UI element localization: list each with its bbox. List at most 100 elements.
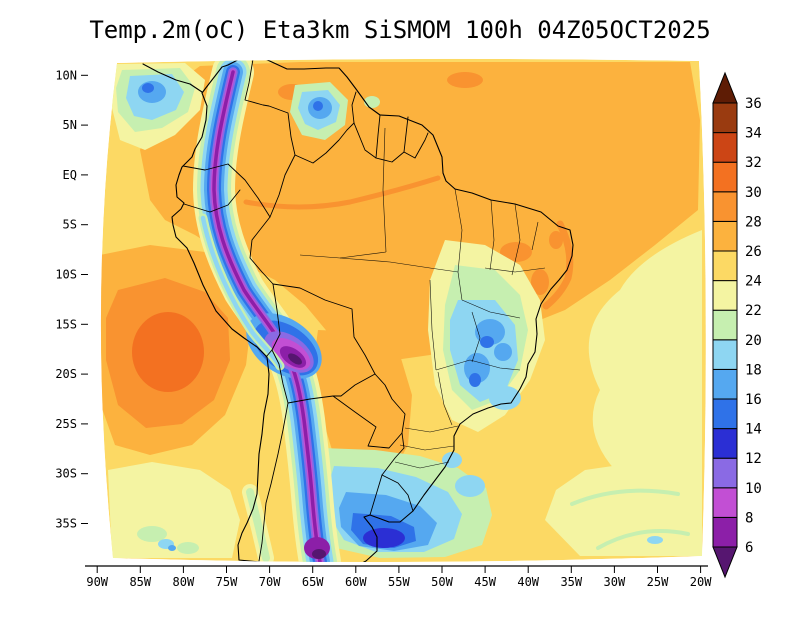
state-borders bbox=[299, 127, 546, 469]
latitude-axis: 10N 5N EQ 5S 10S 15S 20S 25S 30S 35S bbox=[55, 68, 88, 531]
nw-cool-core bbox=[142, 83, 154, 93]
peru-coast-cool-strip bbox=[200, 215, 283, 369]
lon-tick-label: 35W bbox=[560, 575, 582, 589]
colorbar-band bbox=[712, 191, 738, 222]
colorbar-label: 12 bbox=[745, 451, 762, 467]
south-andes-purple-dark bbox=[312, 549, 326, 559]
state-border bbox=[435, 359, 521, 371]
border bbox=[287, 395, 334, 404]
colorbar-band bbox=[712, 487, 738, 518]
state-border bbox=[404, 425, 459, 433]
border bbox=[381, 474, 414, 512]
colorbar-band bbox=[712, 428, 738, 459]
coastlines bbox=[142, 58, 574, 563]
colorbar-band bbox=[712, 398, 738, 430]
se-brazil-cold bbox=[494, 343, 512, 361]
altiplano-core-dark bbox=[288, 353, 302, 365]
colorbar-below-min-arrow bbox=[712, 546, 738, 579]
se-brazil-cool bbox=[489, 386, 521, 410]
green-streak bbox=[596, 529, 690, 550]
chile-valley-cool-strip bbox=[246, 488, 270, 562]
lon-tick-label: 90W bbox=[86, 575, 108, 589]
lat-tick-label: 5N bbox=[63, 118, 77, 132]
colorbar-above-max-arrow bbox=[712, 71, 738, 104]
colorbar-band bbox=[712, 457, 738, 489]
cool-speck bbox=[364, 96, 380, 108]
state-border bbox=[471, 311, 481, 363]
lon-tick-label: 65W bbox=[302, 575, 324, 589]
colorbar-label: 24 bbox=[745, 274, 762, 290]
colorbar-label: 26 bbox=[745, 244, 762, 260]
colorbar-band bbox=[712, 368, 738, 400]
se-brazil-cold-core bbox=[480, 336, 494, 348]
lat-tick-label: 10N bbox=[55, 68, 77, 82]
border bbox=[271, 283, 281, 351]
border bbox=[271, 349, 289, 404]
colorbar-band bbox=[712, 132, 738, 163]
colorbar-label: 6 bbox=[745, 540, 753, 556]
colorbar-label: 20 bbox=[745, 333, 762, 349]
colorbar-band bbox=[712, 161, 738, 193]
border bbox=[244, 58, 296, 156]
colorbar-label: 8 bbox=[745, 510, 753, 526]
state-border bbox=[339, 257, 459, 273]
hot-spot bbox=[500, 242, 532, 262]
colorbar-label: 36 bbox=[745, 96, 762, 112]
colorbar-label: 10 bbox=[745, 481, 762, 497]
state-border bbox=[394, 461, 450, 469]
lon-tick-label: 70W bbox=[259, 575, 281, 589]
country-borders bbox=[182, 58, 429, 562]
panama-coastline bbox=[142, 63, 203, 93]
colorbar-label: 22 bbox=[745, 303, 762, 319]
lat-tick-label: 5S bbox=[63, 218, 77, 232]
state-border bbox=[489, 199, 495, 271]
colorbar-label: 18 bbox=[745, 362, 762, 378]
colorbar: 36 34 32 30 28 26 24 22 20 18 16 14 12 10 8 6 bbox=[712, 71, 762, 579]
border bbox=[294, 122, 355, 164]
colorbar-band bbox=[712, 280, 738, 311]
cool-speck bbox=[168, 545, 176, 551]
lat-tick-label: 25S bbox=[55, 417, 77, 431]
lon-tick-label: 40W bbox=[517, 575, 539, 589]
state-border bbox=[484, 267, 546, 273]
amazon-river-warm-streak bbox=[243, 175, 441, 210]
longitude-axis: 90W 85W 80W 75W 70W 65W 60W 55W 50W 45W 40W 35W 30W 2… bbox=[86, 566, 712, 589]
colorbar-band bbox=[712, 220, 738, 252]
border bbox=[265, 349, 273, 358]
lat-tick-label: EQ bbox=[63, 168, 77, 182]
border bbox=[353, 122, 429, 163]
lat-tick-label: 30S bbox=[55, 467, 77, 481]
lon-tick-label: 25W bbox=[647, 575, 669, 589]
border bbox=[249, 216, 274, 285]
lat-tick-label: 20S bbox=[55, 367, 77, 381]
colorbar-band bbox=[712, 250, 738, 282]
lon-tick-label: 45W bbox=[474, 575, 496, 589]
colorbar-label: 34 bbox=[745, 126, 762, 142]
hot-spot bbox=[447, 72, 483, 88]
south-cold-core-dark bbox=[363, 528, 405, 548]
south-cold-tongue bbox=[455, 475, 485, 497]
colorbar-label: 32 bbox=[745, 155, 762, 171]
border bbox=[403, 116, 409, 153]
cool-speck bbox=[177, 542, 199, 554]
border bbox=[381, 432, 405, 476]
temperature-field bbox=[100, 58, 706, 563]
lat-tick-label: 35S bbox=[55, 517, 77, 531]
border bbox=[351, 91, 357, 124]
lon-tick-label: 20W bbox=[690, 575, 712, 589]
colorbar-label: 28 bbox=[745, 214, 762, 230]
state-border bbox=[531, 221, 539, 251]
lon-tick-label: 85W bbox=[129, 575, 151, 589]
state-border bbox=[437, 371, 453, 426]
border bbox=[369, 474, 383, 516]
colorbar-band bbox=[712, 339, 738, 370]
border bbox=[258, 402, 289, 562]
pacific-warm-core2 bbox=[132, 312, 204, 392]
colorbar-band bbox=[712, 516, 738, 548]
state-border bbox=[461, 299, 521, 319]
guiana-cool-core bbox=[313, 101, 323, 111]
colorbar-label: 16 bbox=[745, 392, 762, 408]
colorbar-label: 30 bbox=[745, 185, 762, 201]
